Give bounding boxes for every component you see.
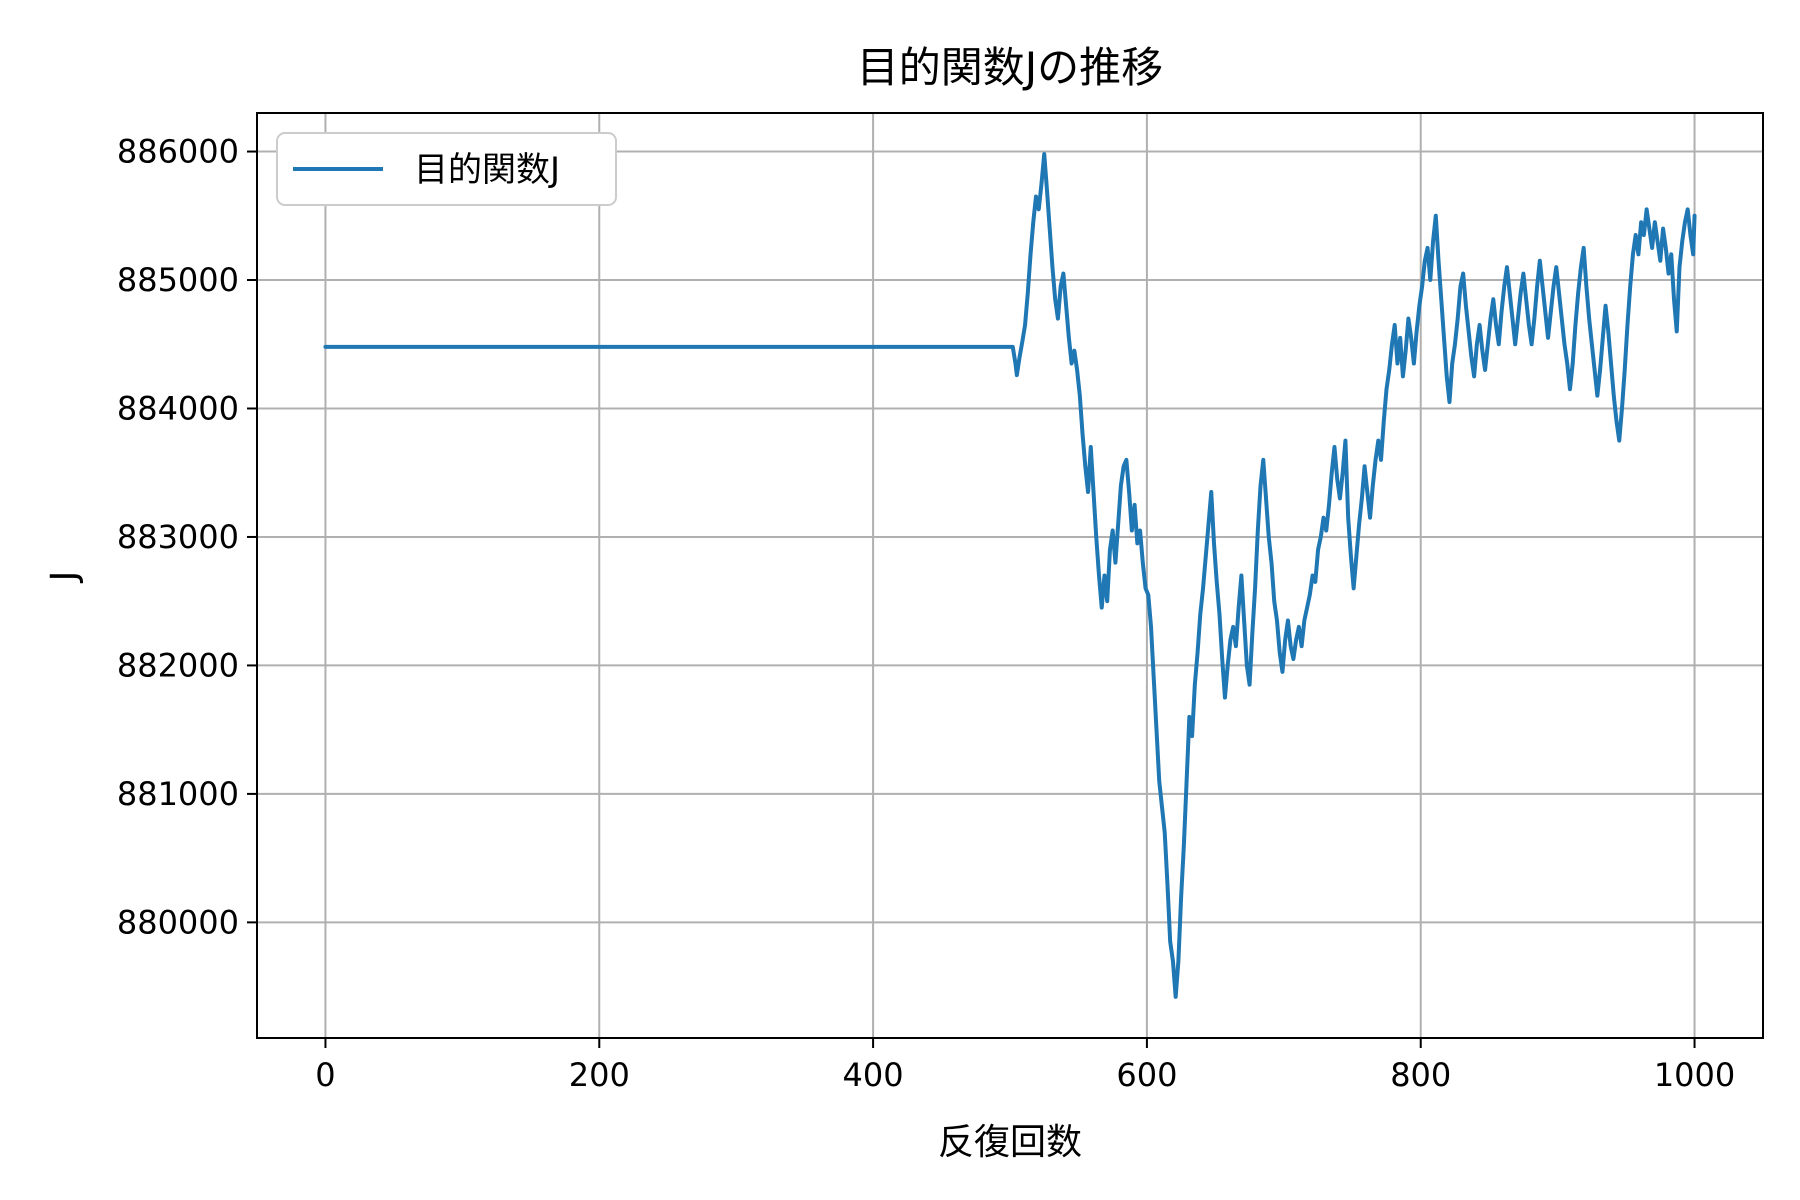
y-grid bbox=[257, 150, 1763, 924]
legend: 目的関数J bbox=[276, 132, 617, 206]
x-tick-label: 0 bbox=[315, 1056, 335, 1094]
y-tick-label: 881000 bbox=[117, 775, 239, 813]
y-tick-label: 885000 bbox=[117, 261, 239, 299]
x-axis-ticks: 0 200 400 600 800 1000 bbox=[315, 1038, 1735, 1094]
y-tick-label: 882000 bbox=[117, 646, 239, 684]
x-grid bbox=[324, 113, 1696, 1038]
x-axis-title: 反復回数 bbox=[938, 1122, 1082, 1163]
chart-title: 目的関数Jの推移 bbox=[857, 43, 1163, 92]
x-tick-label: 1000 bbox=[1654, 1056, 1735, 1094]
x-tick-label: 600 bbox=[1116, 1056, 1177, 1094]
y-axis-ticks: 880000 881000 882000 883000 884000 885000 8860… bbox=[117, 133, 257, 941]
plot-frame bbox=[256, 112, 1764, 1039]
x-tick-label: 800 bbox=[1390, 1056, 1451, 1094]
y-tick-label: 886000 bbox=[117, 133, 239, 171]
x-tick-label: 400 bbox=[843, 1056, 904, 1094]
series-line-1 bbox=[323, 152, 1697, 999]
y-tick-label: 880000 bbox=[117, 903, 239, 941]
x-tick-label: 200 bbox=[569, 1056, 630, 1094]
y-tick-label: 883000 bbox=[117, 518, 239, 556]
y-tick-label: 884000 bbox=[117, 389, 239, 427]
plot-series bbox=[323, 152, 1697, 999]
y-axis-title: J bbox=[44, 571, 85, 584]
legend-box bbox=[276, 132, 617, 206]
legend-series-label: 目的関数J bbox=[414, 150, 560, 190]
